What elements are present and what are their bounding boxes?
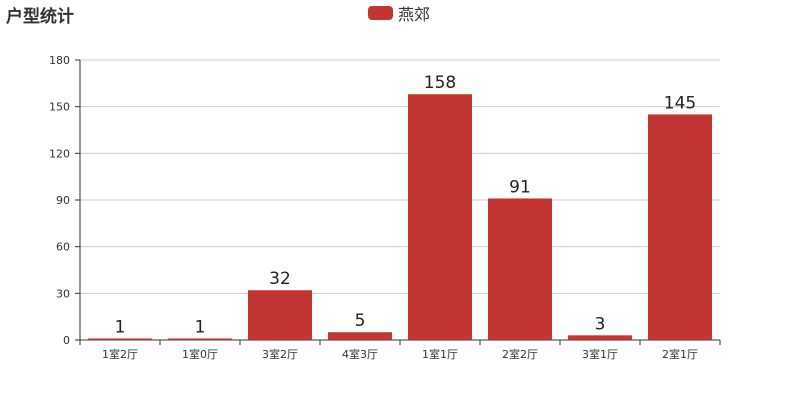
data-label: 32 xyxy=(269,269,291,289)
legend-swatch xyxy=(368,6,393,20)
x-tick-label: 1室2厅 xyxy=(102,347,138,361)
x-tick-label: 2室2厅 xyxy=(502,347,538,361)
y-tick-label: 90 xyxy=(56,194,70,207)
chart-title: 户型统计 xyxy=(6,7,74,27)
x-tick-label: 3室2厅 xyxy=(262,347,298,361)
bar xyxy=(248,290,312,340)
bar xyxy=(488,198,552,340)
data-label: 1 xyxy=(115,317,126,337)
legend-label: 燕郊 xyxy=(398,5,431,24)
data-label: 5 xyxy=(355,311,366,331)
x-tick-label: 3室1厅 xyxy=(582,347,618,361)
bar xyxy=(88,338,152,340)
x-tick-label: 1室0厅 xyxy=(182,347,218,361)
bar xyxy=(328,332,392,340)
bar xyxy=(408,94,472,340)
data-label: 91 xyxy=(509,177,531,197)
x-tick-label: 2室1厅 xyxy=(662,347,698,361)
data-label: 158 xyxy=(424,73,456,93)
x-tick-label: 4室3厅 xyxy=(342,347,378,361)
data-label: 145 xyxy=(664,93,696,113)
legend[interactable]: 燕郊 xyxy=(368,3,431,24)
x-tick-label: 1室1厅 xyxy=(422,347,458,361)
y-tick-label: 180 xyxy=(49,54,70,67)
bar xyxy=(568,335,632,340)
y-tick-label: 60 xyxy=(56,241,70,254)
y-tick-label: 150 xyxy=(49,101,70,114)
y-tick-label: 0 xyxy=(63,334,70,347)
y-tick-label: 30 xyxy=(56,287,70,300)
bar xyxy=(648,114,712,340)
data-label: 3 xyxy=(595,314,606,334)
bar xyxy=(168,338,232,340)
y-tick-label: 120 xyxy=(49,147,70,160)
data-label: 1 xyxy=(195,317,206,337)
